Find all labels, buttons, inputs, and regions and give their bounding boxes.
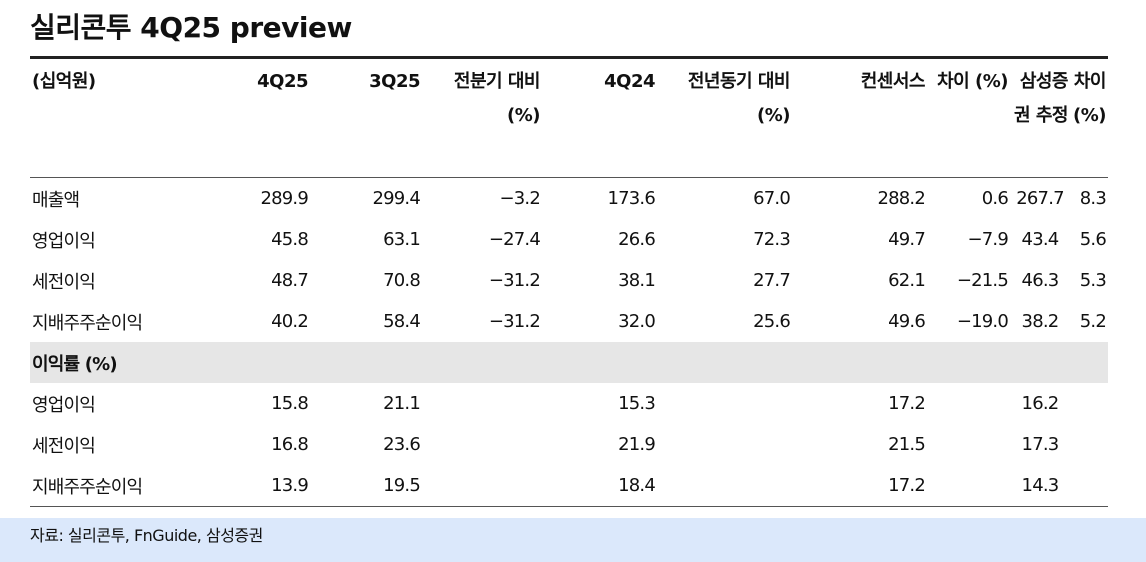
table-cell — [657, 465, 792, 507]
row-label: 매출액 — [32, 189, 80, 211]
table-cell: 38.2 — [1021, 311, 1060, 332]
header-cell: 4Q25 — [257, 71, 308, 92]
table-cell: 289.9 — [260, 188, 308, 209]
table-cell: 43.4 — [1021, 229, 1060, 250]
table-row: 지배주주순이익 13.9 19.5 18.4 17.2 14.3 — [30, 465, 1108, 507]
table-cell: 15.3 — [618, 393, 656, 414]
table-cell: 0.6 — [981, 188, 1009, 209]
table-cell: 17.2 — [888, 393, 926, 414]
table-cell — [1070, 465, 1108, 507]
table-cell: 173.6 — [607, 188, 655, 209]
header-cell: 차이 (%) — [1073, 71, 1107, 126]
table-row: 세전이익 16.8 23.6 21.9 21.5 17.3 — [30, 424, 1108, 465]
table-cell: 5.3 — [1079, 270, 1107, 291]
table-cell: 5.2 — [1079, 311, 1107, 332]
table-cell: 45.8 — [271, 229, 309, 250]
table-cell: 8.3 — [1079, 188, 1107, 209]
source: 자료: 실리콘투, FnGuide, 삼성증권 — [0, 518, 1146, 562]
table-cell: −21.5 — [956, 270, 1009, 291]
table-cell: 70.8 — [383, 270, 421, 291]
row-label: 영업이익 — [32, 230, 96, 252]
table-cell: 21.5 — [888, 434, 926, 455]
header-cell: 3Q25 — [369, 71, 420, 92]
table-cell: 49.7 — [888, 229, 926, 250]
header-cell: 컨센서스 — [860, 71, 926, 92]
header-cell: 4Q24 — [604, 71, 655, 92]
table-cell: −27.4 — [488, 229, 541, 250]
table-cell: 21.9 — [618, 434, 656, 455]
section-row: 이익률 (%) — [30, 342, 1108, 383]
title: 실리콘투 4Q25 preview — [30, 11, 352, 44]
table-cell: 19.5 — [383, 475, 421, 496]
table-row: 매출액 289.9 299.4 −3.2 173.6 67.0 288.2 0.6 267.7 8… — [30, 178, 1108, 220]
table-cell: 288.2 — [877, 188, 925, 209]
table-cell: 17.3 — [1021, 434, 1060, 455]
table: (십억원) 4Q25 3Q25 전분기 대비 (%) 4Q24 전년동기 대비 (%) 컨센… — [30, 56, 1108, 507]
table-cell — [927, 383, 1010, 424]
table-cell: 5.6 — [1079, 229, 1107, 250]
table-cell: 18.4 — [618, 475, 656, 496]
header-cell: 전분기 대비 (%) — [453, 71, 541, 126]
row-label: 지배주주순이익 — [32, 476, 143, 498]
table-cell: 16.8 — [271, 434, 309, 455]
table-cell: 14.3 — [1021, 475, 1060, 496]
table-cell — [1070, 383, 1108, 424]
table-cell: 48.7 — [271, 270, 309, 291]
table-row: 세전이익 48.7 70.8 −31.2 38.1 27.7 62.1 −21.5 46.3 5.… — [30, 260, 1108, 301]
table-cell — [927, 424, 1010, 465]
row-label: 세전이익 — [32, 435, 96, 457]
table-cell — [657, 424, 792, 465]
table-cell — [927, 465, 1010, 507]
table-cell: 72.3 — [753, 229, 791, 250]
table-cell: 17.2 — [888, 475, 926, 496]
table-cell: 26.6 — [618, 229, 656, 250]
table-cell — [422, 383, 542, 424]
table-cell: 299.4 — [372, 188, 420, 209]
table-cell: −31.2 — [488, 270, 541, 291]
table-cell: 13.9 — [271, 475, 309, 496]
table-cell: 25.6 — [753, 311, 791, 332]
table-cell: 16.2 — [1021, 393, 1060, 414]
row-label: 지배주주순이익 — [32, 312, 143, 334]
header-cell: (십억원) — [32, 71, 96, 92]
header-cell: 삼성증권 추정 — [1014, 71, 1068, 126]
table-row: 영업이익 15.8 21.1 15.3 17.2 16.2 — [30, 383, 1108, 424]
table-cell — [657, 383, 792, 424]
table-cell: −31.2 — [488, 311, 541, 332]
table-cell — [422, 424, 542, 465]
table-row: 영업이익 45.8 63.1 −27.4 26.6 72.3 49.7 −7.9 43.4 5.6 — [30, 219, 1108, 260]
table-cell: −19.0 — [956, 311, 1009, 332]
table-cell: 267.7 — [1016, 188, 1064, 209]
header-cell: 차이 (%) — [937, 71, 1008, 92]
table-cell: −7.9 — [967, 229, 1008, 250]
table-cell: 15.8 — [271, 393, 309, 414]
table-cell: 67.0 — [753, 188, 791, 209]
table-cell — [422, 465, 542, 507]
section-label: 이익률 (%) — [30, 342, 1108, 383]
table-header: (십억원) 4Q25 3Q25 전분기 대비 (%) 4Q24 전년동기 대비 (%) 컨센… — [30, 57, 1108, 178]
table-cell: 49.6 — [888, 311, 926, 332]
table-cell: 27.7 — [753, 270, 791, 291]
table-cell: 46.3 — [1021, 270, 1060, 291]
table-cell: 58.4 — [383, 311, 421, 332]
table-cell: 63.1 — [383, 229, 421, 250]
table-cell — [1070, 424, 1108, 465]
table-cell: 32.0 — [618, 311, 656, 332]
table-cell: 23.6 — [383, 434, 421, 455]
header-row: (십억원) 4Q25 3Q25 전분기 대비 (%) 4Q24 전년동기 대비 (%) 컨센… — [30, 57, 1108, 178]
row-label: 세전이익 — [32, 271, 96, 293]
table-cell: 40.2 — [271, 311, 309, 332]
table-cell: 38.1 — [618, 270, 656, 291]
table-cell: 21.1 — [383, 393, 421, 414]
table-cell: −3.2 — [499, 188, 540, 209]
table-row: 지배주주순이익 40.2 58.4 −31.2 32.0 25.6 49.6 −19.0 38.… — [30, 301, 1108, 342]
table-body: 매출액 289.9 299.4 −3.2 173.6 67.0 288.2 0.6 267.7 8… — [30, 178, 1108, 507]
table-cell: 62.1 — [888, 270, 926, 291]
row-label: 영업이익 — [32, 394, 96, 416]
header-cell: 전년동기 대비 (%) — [687, 71, 791, 126]
